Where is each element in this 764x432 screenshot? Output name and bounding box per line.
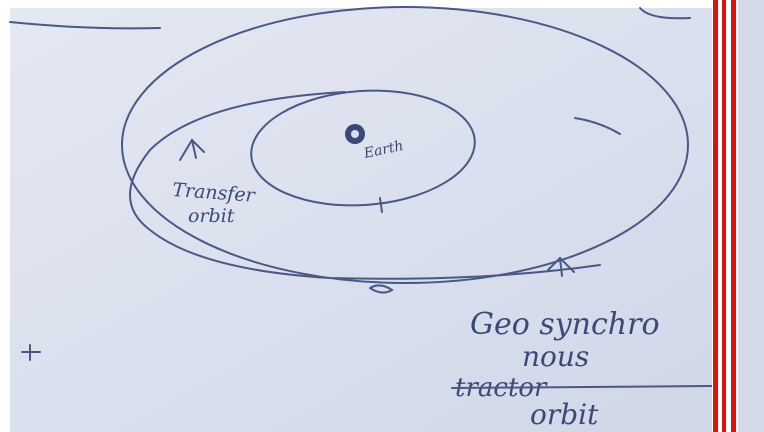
paper-edge [738,0,764,432]
geo-label: Geo synchro [470,307,660,342]
red-line [722,0,726,432]
transfer-label: orbit [188,205,235,227]
sketch-photo: Earth Transfer orbit Geo synchro nous tr… [0,0,764,432]
earth-core [351,130,359,138]
orbit-word: orbit [530,398,599,431]
geo-label: nous [522,340,589,373]
paper [10,8,764,432]
red-line [713,0,718,432]
red-line [731,0,736,432]
